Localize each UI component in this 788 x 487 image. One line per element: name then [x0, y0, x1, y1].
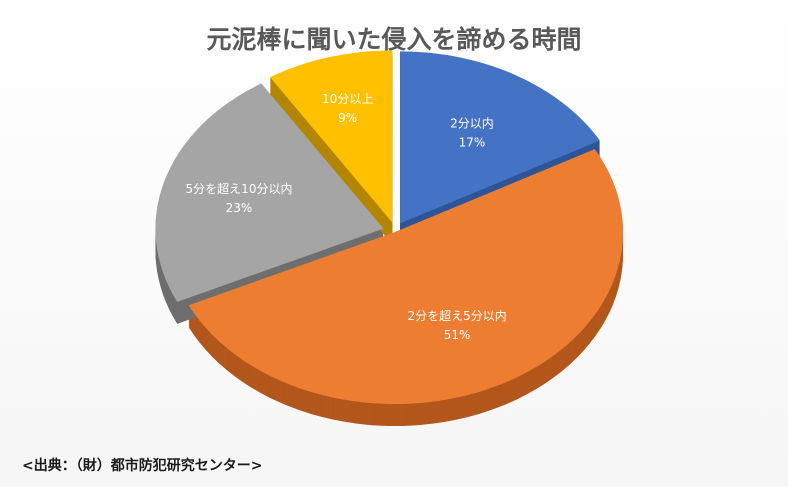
pie-slice	[270, 50, 393, 223]
slice-category-label: 5分を超え10分以内	[186, 181, 293, 196]
pie-slices	[155, 50, 624, 405]
slice-value-label: 17%	[459, 136, 486, 150]
source-note: <出典：（財）都市防犯研究センター>	[22, 458, 263, 474]
slice-category-label: 2分以内	[450, 117, 494, 131]
pie-slice	[400, 51, 600, 224]
slice-category-label: 10分以上	[322, 92, 373, 106]
pie-slice	[188, 149, 624, 405]
slice-value-label: 9%	[338, 111, 357, 125]
chart-title: 元泥棒に聞いた侵入を諦める時間	[206, 25, 581, 54]
slice-value-label: 23%	[226, 201, 253, 215]
slice-labels: 2分以内 17% 2分を超え5分以内 51% 5分を超え10分以内 23% 10分以上 9%	[186, 92, 507, 342]
slice-value-label: 51%	[444, 328, 471, 342]
pie-slice	[155, 83, 384, 302]
slice-category-label: 2分を超え5分以内	[407, 308, 506, 323]
